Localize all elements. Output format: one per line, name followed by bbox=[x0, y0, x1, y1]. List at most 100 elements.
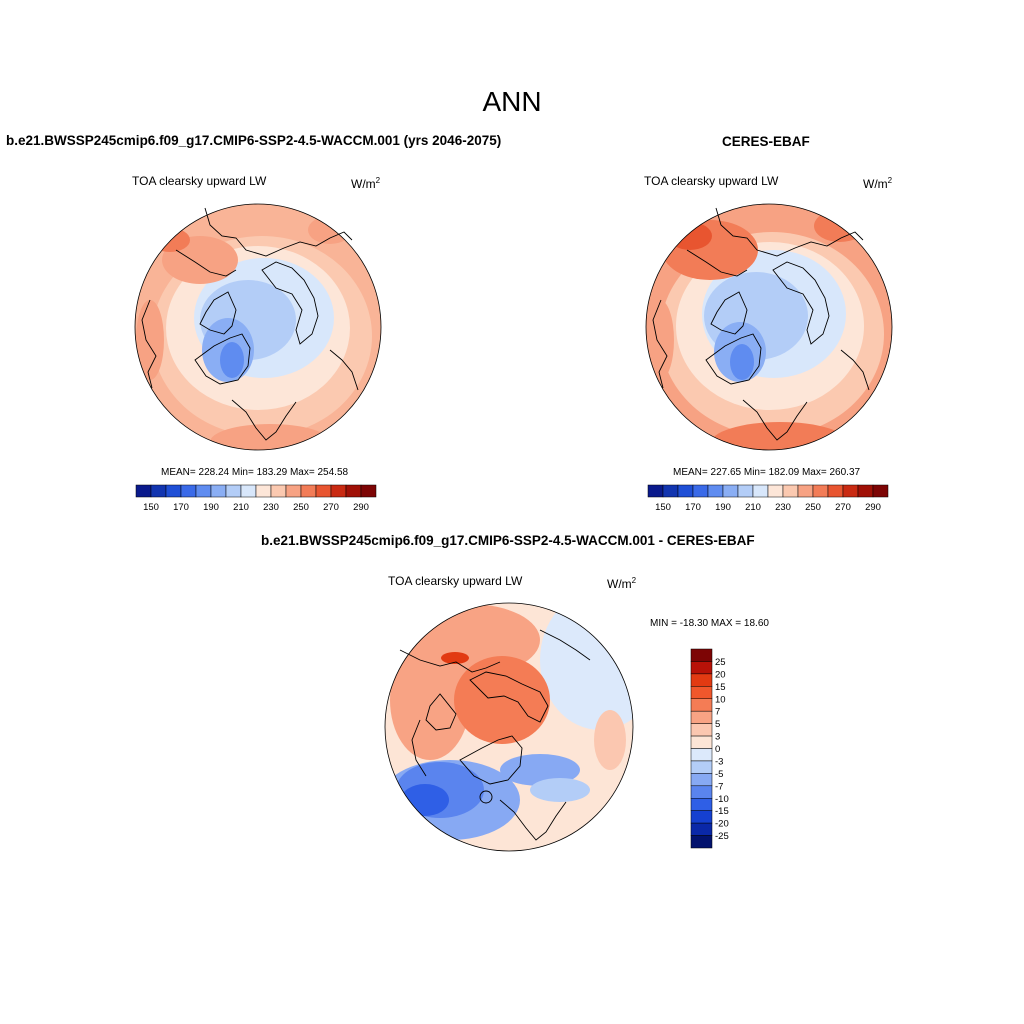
colorbar-1-tick-label: 190 bbox=[203, 502, 219, 513]
colorbar-3-tick-label: 20 bbox=[715, 669, 726, 680]
panel-1-stats: MEAN= 228.24 Min= 183.29 Max= 254.58 bbox=[161, 467, 349, 478]
colorbar-1-swatch bbox=[195, 484, 212, 498]
colorbar-3-swatch bbox=[690, 661, 713, 675]
colorbar-2-tick-label: 190 bbox=[715, 502, 731, 513]
colorbar-1-swatch bbox=[255, 484, 272, 498]
panel-2-units: W/m2 bbox=[863, 176, 893, 191]
colorbar-3-tick-label: -15 bbox=[715, 806, 729, 817]
colorbar-1-swatch bbox=[300, 484, 317, 498]
colorbar-2-swatch bbox=[707, 484, 724, 498]
colorbar-1-swatch bbox=[150, 484, 167, 498]
panel-1-units: W/m2 bbox=[351, 176, 381, 191]
map-2-field bbox=[646, 204, 892, 450]
colorbar-1-swatch bbox=[345, 484, 362, 498]
colorbar-2-swatch bbox=[797, 484, 814, 498]
panel-1-title: b.e21.BWSSP245cmip6.f09_g17.CMIP6-SSP2-4… bbox=[6, 133, 502, 148]
panel-3-stats: MIN = -18.30 MAX = 18.60 bbox=[650, 618, 769, 629]
colorbar-1-swatch bbox=[135, 484, 152, 498]
colorbar-1-tick-label: 170 bbox=[173, 502, 189, 513]
colorbar-2: 150 170 190 210 230 250 270 290 bbox=[647, 484, 889, 513]
panel-3-title: b.e21.BWSSP245cmip6.f09_g17.CMIP6-SSP2-4… bbox=[261, 533, 755, 548]
colorbar-1-tick-label: 250 bbox=[293, 502, 309, 513]
panel-1-variable: TOA clearsky upward LW bbox=[132, 174, 267, 188]
colorbar-3-tick-label: -7 bbox=[715, 781, 723, 792]
colorbar-3-swatch bbox=[690, 686, 713, 699]
panel-2-title: CERES-EBAF bbox=[722, 134, 810, 149]
colorbar-3-tick-label: 25 bbox=[715, 657, 726, 668]
colorbar-2-swatch bbox=[842, 484, 859, 498]
colorbar-2-swatch bbox=[722, 484, 739, 498]
colorbar-1-swatch bbox=[270, 484, 287, 498]
colorbar-2-tick-label: 250 bbox=[805, 502, 821, 513]
colorbar-2-swatch bbox=[692, 484, 709, 498]
colorbar-3-tick-label: 7 bbox=[715, 707, 720, 718]
colorbar-3-swatch bbox=[690, 785, 713, 799]
colorbar-2-tick-label: 210 bbox=[745, 502, 761, 513]
colorbar-3-tick-label: -10 bbox=[715, 794, 729, 805]
colorbar-2-swatch bbox=[647, 484, 664, 498]
map-1-field bbox=[135, 204, 381, 450]
colorbar-1-swatch bbox=[225, 484, 242, 498]
figure-title: ANN bbox=[482, 86, 542, 117]
colorbar-2-swatch bbox=[872, 484, 889, 498]
panel-3-units: W/m2 bbox=[607, 576, 637, 591]
colorbar-2-swatch bbox=[857, 484, 874, 498]
colorbar-2-swatch bbox=[827, 484, 844, 498]
colorbar-3-tick-label: -20 bbox=[715, 819, 729, 830]
colorbar-3-swatch bbox=[690, 822, 713, 836]
colorbar-1-swatch bbox=[165, 484, 182, 498]
colorbar-1-swatch bbox=[315, 484, 332, 498]
colorbar-3-swatch bbox=[690, 810, 713, 824]
map-3-border bbox=[384, 602, 634, 852]
map-1-border bbox=[134, 203, 382, 451]
colorbar-2-swatch bbox=[767, 484, 784, 498]
colorbar-3-swatch bbox=[690, 673, 713, 687]
panel-2-variable: TOA clearsky upward LW bbox=[644, 174, 779, 188]
colorbar-3-swatch bbox=[690, 648, 713, 662]
colorbar-3-swatch bbox=[690, 748, 713, 762]
colorbar-3-tick-label: 5 bbox=[715, 719, 720, 730]
colorbar-2-swatch bbox=[662, 484, 679, 498]
colorbar-2-swatch bbox=[812, 484, 829, 498]
colorbar-2-tick-label: 230 bbox=[775, 502, 791, 513]
colorbar-3-swatch bbox=[690, 760, 713, 774]
colorbar-3-tick-label: 0 bbox=[715, 744, 720, 755]
colorbar-2-swatch bbox=[737, 484, 754, 498]
colorbar-3-tick-label: -5 bbox=[715, 769, 723, 780]
colorbar-3-tick-label: 10 bbox=[715, 694, 726, 705]
colorbar-1-swatch bbox=[180, 484, 197, 498]
colorbar-1-tick-label: 150 bbox=[143, 502, 159, 513]
colorbar-1: 150 170 190 210 230 250 270 290 bbox=[135, 484, 377, 513]
colorbar-1-swatch bbox=[330, 484, 347, 498]
map-3-field bbox=[385, 603, 633, 851]
map-2-coastlines bbox=[652, 207, 870, 441]
colorbar-3-tick-label: -3 bbox=[715, 756, 723, 767]
panel-3-variable: TOA clearsky upward LW bbox=[388, 574, 523, 588]
colorbar-1-tick-label: 210 bbox=[233, 502, 249, 513]
colorbar-2-tick-label: 290 bbox=[865, 502, 881, 513]
panel-2-stats: MEAN= 227.65 Min= 182.09 Max= 260.37 bbox=[673, 467, 861, 478]
colorbar-3-swatch bbox=[690, 710, 713, 724]
colorbar-1-swatch bbox=[285, 484, 302, 498]
colorbar-3-tick-label: 3 bbox=[715, 732, 720, 743]
colorbar-3-swatch bbox=[690, 798, 713, 811]
colorbar-2-tick-label: 270 bbox=[835, 502, 851, 513]
colorbar-2-swatch bbox=[782, 484, 799, 498]
colorbar-1-tick-label: 290 bbox=[353, 502, 369, 513]
colorbar-2-swatch bbox=[677, 484, 694, 498]
colorbar-1-tick-label: 230 bbox=[263, 502, 279, 513]
map-2-border bbox=[645, 203, 893, 451]
colorbar-3-swatch bbox=[690, 698, 713, 712]
map-1-coastlines bbox=[141, 207, 359, 441]
colorbar-1-swatch bbox=[210, 484, 227, 498]
colorbar-3-swatch bbox=[690, 735, 713, 749]
map-3-coastlines bbox=[399, 629, 591, 841]
colorbar-3-tick-label: 15 bbox=[715, 682, 726, 693]
colorbar-1-tick-label: 270 bbox=[323, 502, 339, 513]
colorbar-1-swatch bbox=[240, 484, 257, 498]
colorbar-2-swatch bbox=[752, 484, 769, 498]
colorbar-1-swatch bbox=[360, 484, 377, 498]
colorbar-3-swatch bbox=[690, 773, 713, 787]
